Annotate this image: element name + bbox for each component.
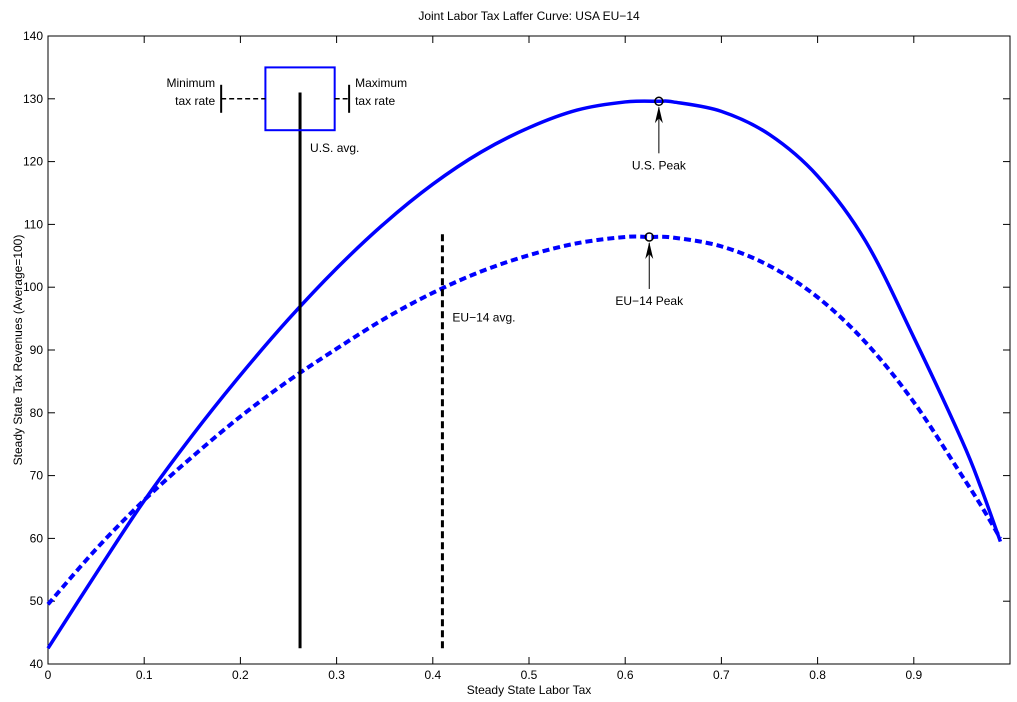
y-tick-label: 100 <box>23 280 43 294</box>
average-lines <box>298 92 444 649</box>
x-axis-label: Steady State Labor Tax <box>467 683 592 697</box>
plot-border <box>47 35 1011 665</box>
maximum-tax-rate-label: tax rate <box>355 94 395 108</box>
eu-peak-label: EU−14 Peak <box>615 294 684 308</box>
eu-avg-label: EU−14 avg. <box>452 311 515 325</box>
y-tick-label: 60 <box>30 531 44 545</box>
y-tick-label: 50 <box>30 594 44 608</box>
us-peak-label: U.S. Peak <box>632 158 687 172</box>
x-axis-ticks: 0 0.1 0.2 0.3 0.4 0.5 0.6 0.7 0.8 0.9 <box>45 36 922 682</box>
series-layer <box>46 99 1003 650</box>
y-axis-label: Steady State Tax Revenues (Average=100) <box>11 235 25 466</box>
x-tick-label: 0.9 <box>905 668 922 682</box>
us-peak-arrow-head <box>654 106 663 124</box>
y-axis-ticks: 40 50 60 70 80 90 100 110 120 130 140 <box>23 29 1010 671</box>
peak-markers <box>644 96 664 289</box>
x-tick-label: 0.1 <box>136 668 153 682</box>
y-tick-label: 90 <box>30 343 44 357</box>
eu14-peak-marker <box>644 232 654 242</box>
y-tick-label: 80 <box>30 406 44 420</box>
x-tick-label: 0.2 <box>232 668 249 682</box>
y-tick-label: 70 <box>30 469 44 483</box>
us-avg-label: U.S. avg. <box>310 141 359 155</box>
maximum-label: Maximum <box>355 76 407 90</box>
x-tick-label: 0.8 <box>809 668 826 682</box>
plot-frame <box>47 35 1011 665</box>
minimum-tax-rate-label: tax rate <box>175 94 215 108</box>
eu14-peak-arrow-head <box>645 241 654 259</box>
y-tick-label: 120 <box>23 155 43 169</box>
eu14-laffer-curve <box>46 234 1003 606</box>
us-peak-marker <box>654 96 664 107</box>
y-tick-label: 110 <box>24 217 43 231</box>
x-tick-label: 0.6 <box>617 668 634 682</box>
x-tick-label: 0 <box>45 668 52 682</box>
x-tick-label: 0.4 <box>424 668 441 682</box>
y-tick-label: 40 <box>30 657 44 671</box>
minimum-label: Minimum <box>166 76 215 90</box>
x-tick-label: 0.5 <box>521 668 538 682</box>
y-tick-label: 140 <box>23 29 43 43</box>
us-laffer-curve <box>46 99 1003 650</box>
chart-title: Joint Labor Tax Laffer Curve: USA EU−14 <box>418 9 640 23</box>
x-tick-label: 0.7 <box>713 668 730 682</box>
tax-rate-boxplot <box>220 66 351 132</box>
x-tick-label: 0.3 <box>328 668 345 682</box>
y-tick-label: 130 <box>23 92 43 106</box>
